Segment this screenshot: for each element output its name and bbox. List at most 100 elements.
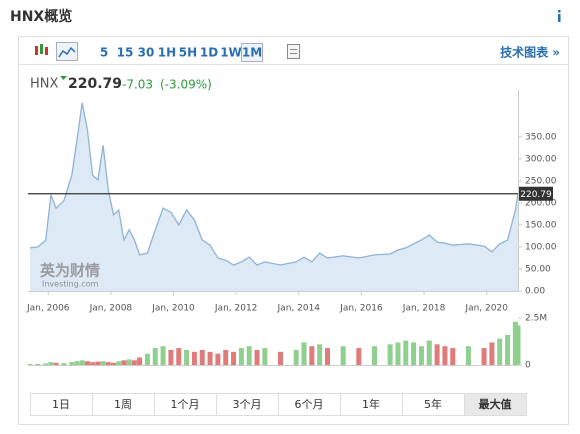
volume-bar <box>450 348 456 365</box>
interval-button[interactable]: 5 <box>100 46 108 60</box>
volume-bar <box>215 353 221 365</box>
volume-bar <box>168 349 174 365</box>
volume-bar <box>481 348 487 365</box>
volume-bar <box>403 340 409 365</box>
volume-bar <box>505 334 511 365</box>
x-tick-label: Jan, 2006 <box>26 304 70 314</box>
info-icon[interactable] <box>558 10 561 22</box>
interval-button[interactable]: 5H <box>179 46 197 60</box>
y-tick-label: 350.00 <box>525 132 557 142</box>
volume-bar <box>426 340 432 365</box>
volume-bar <box>356 348 362 365</box>
interval-selected <box>241 43 263 62</box>
interval-button[interactable]: 1H <box>158 46 176 60</box>
tech-chart-link[interactable]: 技术图表 » <box>500 45 560 60</box>
price-area <box>30 102 518 292</box>
volume-bar <box>79 360 85 365</box>
range-tab-label[interactable]: 1日 <box>52 398 70 411</box>
volume-bar <box>53 362 59 365</box>
volume-y-tick-label: 0 <box>525 361 531 371</box>
y-tick-label: 100.00 <box>525 242 557 252</box>
volume-bar <box>465 346 471 365</box>
symbol: HNX <box>30 77 59 92</box>
volume-bar <box>191 351 197 365</box>
last-price-label: 220.79 <box>520 190 552 200</box>
volume-bar <box>317 344 323 365</box>
change: -7.03 <box>122 78 153 92</box>
volume-bar <box>84 361 90 365</box>
volume-bar <box>43 363 49 365</box>
range-tab-label[interactable]: 最大值 <box>479 397 512 411</box>
volume-bar <box>442 346 448 365</box>
volume-bar <box>515 325 521 365</box>
volume-bar <box>61 363 67 365</box>
volume-bar <box>100 361 106 365</box>
candle <box>35 46 38 55</box>
range-tab-label[interactable]: 1个月 <box>171 398 200 411</box>
volume-bar <box>254 349 260 365</box>
x-tick-label: Jan, 2012 <box>214 304 258 314</box>
volume-bar <box>152 348 158 365</box>
volume-bar <box>411 342 417 365</box>
volume-bar <box>111 362 117 365</box>
y-tick-label: 250.00 <box>525 176 557 186</box>
y-tick-label: 300.00 <box>525 154 557 164</box>
x-tick-label: Jan, 2016 <box>339 304 383 314</box>
volume-bar <box>69 362 75 365</box>
volume-bar <box>293 349 299 365</box>
volume-bar <box>95 361 101 365</box>
volume-bar <box>309 346 315 365</box>
candle-icon[interactable] <box>35 44 48 55</box>
range-tab-label[interactable]: 6个月 <box>295 398 324 411</box>
interval-button[interactable]: 15 <box>117 46 134 60</box>
volume-bar <box>131 360 137 365</box>
interval-button[interactable]: 30 <box>138 46 155 60</box>
interval-button[interactable]: 1W <box>220 46 242 60</box>
range-tab-label[interactable]: 3个月 <box>233 398 262 411</box>
last-price-box <box>519 186 553 201</box>
range-tab-label[interactable]: 1年 <box>362 397 380 411</box>
volume-y-tick-label: 2.5M <box>525 314 547 324</box>
volume-bar <box>418 346 424 365</box>
range-tab-label[interactable]: 1周 <box>114 398 132 411</box>
interval-button[interactable]: 1D <box>200 46 218 60</box>
volume-bar <box>144 353 150 365</box>
volume-bar <box>371 346 377 365</box>
volume-bar <box>105 362 111 365</box>
volume-bar <box>262 348 268 365</box>
info-dot <box>558 10 561 13</box>
price-line <box>29 102 519 266</box>
volume-bar <box>278 351 284 365</box>
y-tick-label: 200.00 <box>525 198 557 208</box>
x-tick-label: Jan, 2014 <box>277 304 321 314</box>
x-tick-label: Jan, 2010 <box>151 304 195 314</box>
x-tick-label: Jan, 2008 <box>89 304 133 314</box>
candle <box>40 44 43 54</box>
area-icon-box[interactable] <box>56 42 78 61</box>
print-icon[interactable] <box>287 44 300 59</box>
volume-bar <box>324 348 330 365</box>
interval-button[interactable]: 1M <box>242 46 262 60</box>
change-pct: (-3.09%) <box>160 78 212 92</box>
volume-bar <box>184 349 190 365</box>
area-icon <box>58 46 76 58</box>
volume-bar <box>121 360 127 365</box>
x-tick-label: Jan, 2018 <box>402 304 446 314</box>
volume-bar <box>90 362 96 365</box>
change-arrow <box>60 76 67 80</box>
range-tab[interactable] <box>464 393 527 416</box>
volume-bar <box>74 361 80 365</box>
volume-bar <box>387 344 393 365</box>
y-tick-label: 0.00 <box>525 287 545 297</box>
volume-bar <box>199 349 205 365</box>
range-tab-label[interactable]: 5年 <box>424 397 442 411</box>
last-price: 220.79 <box>68 76 122 92</box>
volume-bar <box>489 342 495 365</box>
volume-bar <box>223 349 229 365</box>
title: HNX概览 <box>10 8 72 25</box>
volume-bar <box>48 362 54 365</box>
volume-bar <box>497 338 503 365</box>
volume-bar <box>238 348 244 365</box>
